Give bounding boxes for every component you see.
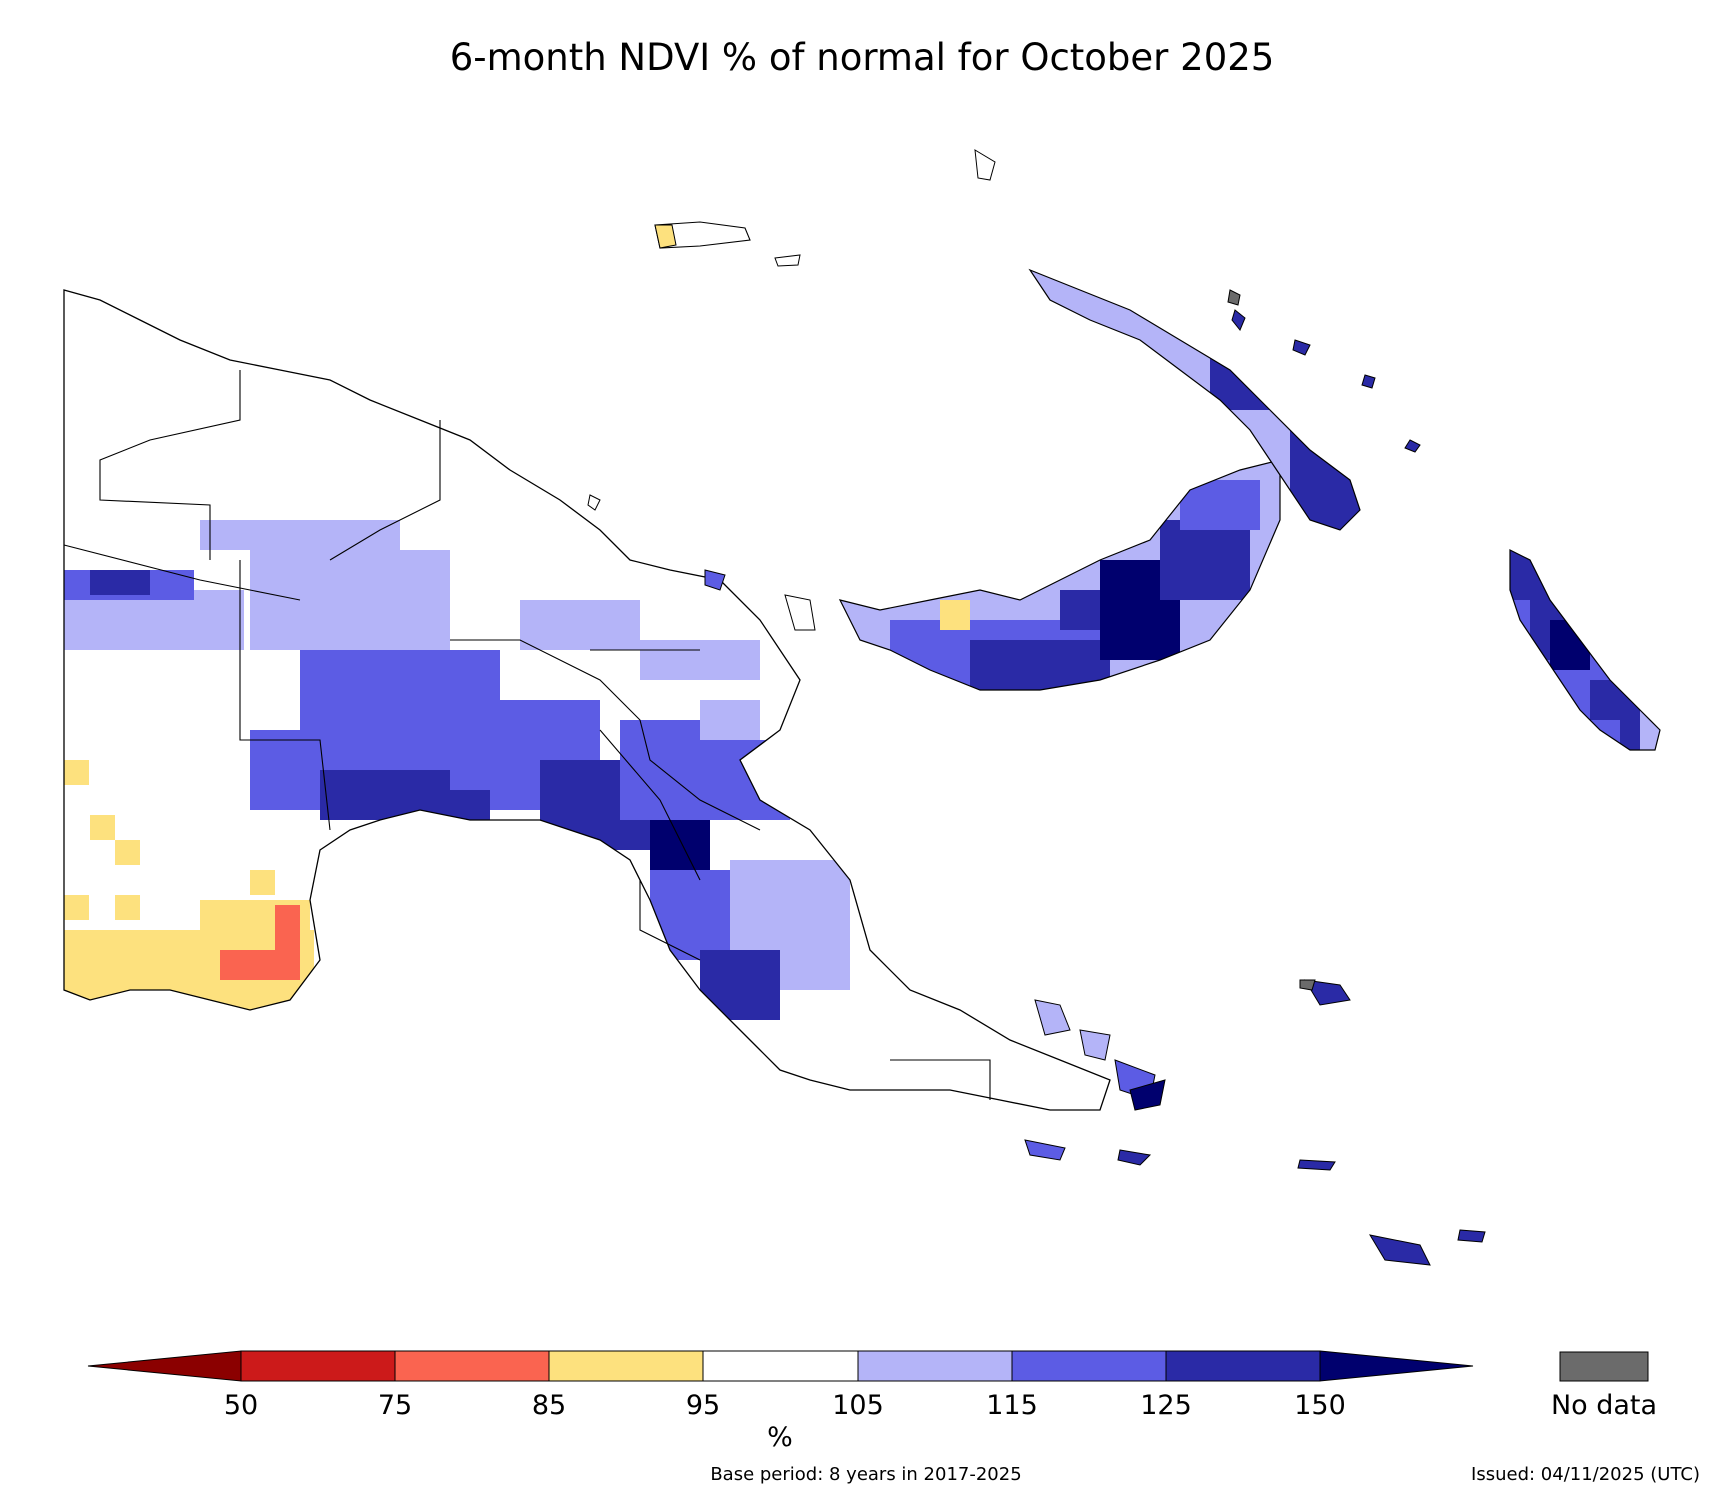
colorbar-unit-label: %: [767, 1422, 793, 1453]
colorbar-bin-75-85: [394, 1350, 550, 1382]
no-data-legend: No data: [1551, 1351, 1657, 1421]
mainland-new-guinea: [63, 289, 1111, 1111]
no-data-swatch: [1559, 1351, 1649, 1382]
colorbar-bin-95-105: [702, 1350, 859, 1382]
colorbar-tick-95: 95: [686, 1390, 720, 1421]
colorbar-tick-105: 105: [832, 1390, 884, 1421]
colorbar-upper-extension: [1319, 1350, 1474, 1382]
colorbar-bin-85-95: [548, 1350, 704, 1382]
colorbar-lower-extension: [87, 1350, 242, 1382]
manus-island: [654, 221, 801, 267]
issued-text: Issued: 04/11/2025 (UTC): [1471, 1464, 1700, 1485]
colorbar-tick-115: 115: [986, 1390, 1038, 1421]
colorbar-tick-150: 150: [1294, 1390, 1346, 1421]
colorbar-tick-85: 85: [532, 1390, 566, 1421]
map-title: 6-month NDVI % of normal for October 202…: [449, 36, 1275, 79]
colorbar-tick-75: 75: [378, 1390, 412, 1421]
new-britain-island: [838, 459, 1281, 691]
colorbar-bin-50-75: [240, 1350, 396, 1382]
no-data-label: No data: [1551, 1390, 1657, 1421]
colorbar-bin-105-115: [857, 1350, 1013, 1382]
colorbar-bin-115-125: [1011, 1350, 1167, 1382]
colorbar-legend: 50 75 85 95 105 115 125 150 %: [87, 1350, 1474, 1453]
colorbar-tick-50: 50: [224, 1390, 258, 1421]
colorbar-tick-125: 125: [1140, 1390, 1192, 1421]
base-period-text: Base period: 8 years in 2017-2025: [710, 1464, 1021, 1485]
colorbar-bin-125-150: [1165, 1350, 1321, 1382]
bougainville-island: [1509, 549, 1661, 751]
small-islands: [587, 149, 1486, 1266]
